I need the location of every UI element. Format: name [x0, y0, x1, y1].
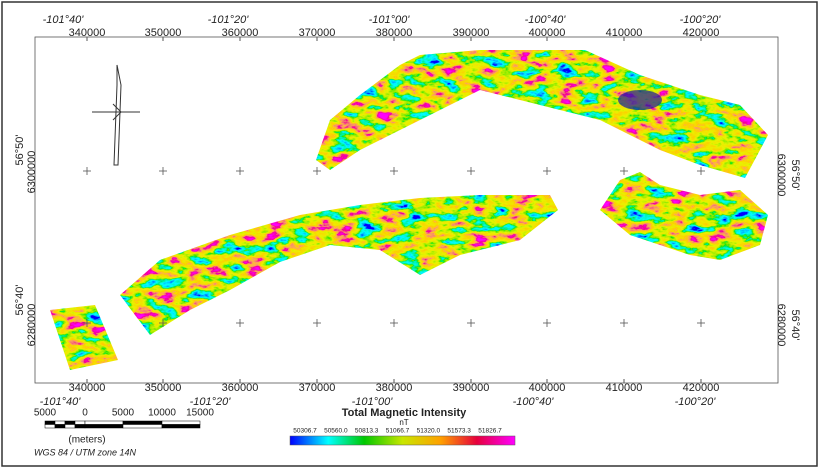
- scale-segment: [161, 420, 201, 425]
- longitude-label: -100°40': [513, 396, 555, 408]
- legend-tick: 51320.0: [417, 428, 441, 435]
- map-frame: [34, 36, 779, 384]
- longitude-label: -101°40': [43, 14, 85, 26]
- easting-label: 400000: [529, 27, 566, 39]
- side-label: 56°40': [789, 310, 801, 341]
- scale-segment: [84, 420, 124, 425]
- scale-label: 0: [82, 408, 88, 419]
- legend-tick: 50306.7: [293, 428, 317, 435]
- easting-label: 360000: [222, 382, 259, 394]
- easting-label: 410000: [606, 382, 643, 394]
- easting-label: 390000: [453, 27, 490, 39]
- scale-segment: [64, 424, 76, 429]
- legend-title: Total Magnetic Intensity: [342, 407, 467, 419]
- scale-segment: [161, 424, 201, 429]
- easting-label: 380000: [376, 27, 413, 39]
- easting-label: 420000: [683, 27, 720, 39]
- easting-label: 400000: [529, 382, 566, 394]
- magnetic-low: [618, 90, 662, 110]
- legend-tick: 50813.3: [355, 428, 379, 435]
- easting-label: 360000: [222, 27, 259, 39]
- scale-segment: [54, 420, 66, 425]
- scale-segment: [44, 424, 56, 429]
- north-arrow: [92, 64, 140, 166]
- easting-label: 340000: [69, 27, 106, 39]
- scale-segment: [122, 424, 163, 429]
- easting-label: 350000: [145, 382, 182, 394]
- easting-label: 410000: [606, 27, 643, 39]
- legend-tick: 51066.7: [386, 428, 410, 435]
- side-label: 6280000: [26, 304, 38, 347]
- longitude-label: -100°20': [680, 14, 722, 26]
- easting-label: 380000: [376, 382, 413, 394]
- legend-tick: 51826.7: [478, 428, 502, 435]
- scale-segment: [84, 424, 124, 429]
- scale-unit: (meters): [68, 435, 105, 446]
- scale-segment: [74, 424, 86, 429]
- side-label: 6300000: [26, 151, 38, 194]
- scale-segment: [74, 420, 86, 425]
- survey-block: [600, 172, 768, 260]
- legend-unit: nT: [399, 418, 408, 427]
- survey-block: [120, 195, 558, 335]
- projection: WGS 84 / UTM zone 14N: [34, 447, 137, 457]
- easting-label: 390000: [453, 382, 490, 394]
- easting-label: 370000: [299, 382, 336, 394]
- scale-label: 15000: [186, 408, 214, 419]
- scale-label: 5000: [112, 408, 135, 419]
- scale-segment: [122, 420, 163, 425]
- side-label: 56°50': [789, 160, 801, 191]
- longitude-label: -101°20': [208, 14, 250, 26]
- scale-segment: [54, 424, 66, 429]
- easting-label: 350000: [145, 27, 182, 39]
- grid-crosses: [83, 167, 705, 327]
- side-label: 56°50': [14, 135, 26, 166]
- longitude-label: -100°40': [525, 14, 567, 26]
- scale-label: 10000: [148, 408, 176, 419]
- longitude-label: -101°40': [40, 396, 82, 408]
- survey-block: [316, 50, 768, 178]
- scale-label: 5000: [34, 408, 57, 419]
- legend-tick: 50560.0: [324, 428, 348, 435]
- easting-label: 420000: [683, 382, 720, 394]
- scale-bar: [44, 420, 201, 429]
- survey-block: [50, 305, 118, 370]
- side-label: 6300000: [775, 154, 787, 197]
- survey-grid: [50, 50, 768, 370]
- longitude-label: -101°00': [352, 396, 394, 408]
- longitude-label: -101°20': [190, 396, 232, 408]
- side-label: 56°40': [14, 285, 26, 316]
- easting-label: 340000: [69, 382, 106, 394]
- scale-segment: [44, 420, 56, 425]
- color-bar: [289, 435, 516, 446]
- longitude-label: -101°00': [369, 14, 411, 26]
- longitude-label: -100°20': [675, 396, 717, 408]
- easting-label: 370000: [299, 27, 336, 39]
- legend-tick: 51573.3: [447, 428, 471, 435]
- scale-segment: [64, 420, 76, 425]
- side-label: 6280000: [775, 304, 787, 347]
